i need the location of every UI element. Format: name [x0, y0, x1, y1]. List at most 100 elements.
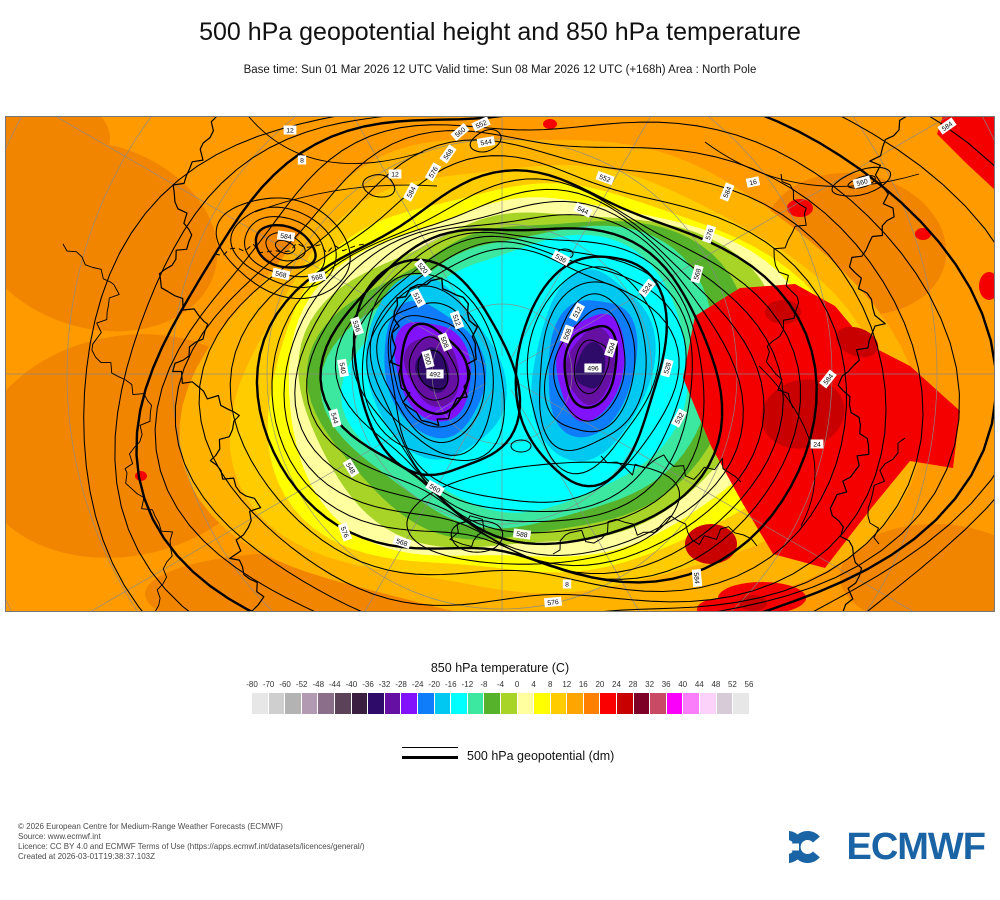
colorbar-cell [683, 693, 700, 714]
geopotential-legend-label: 500 hPa geopotential (dm) [467, 749, 615, 763]
temperature-colorbar [252, 693, 749, 714]
svg-text:512: 512 [572, 306, 584, 319]
contour-label: 512 [568, 302, 586, 322]
contour-label: 536 [551, 249, 571, 267]
contour-label: 8 [562, 579, 572, 589]
temperature-tick-label: -70 [262, 680, 275, 689]
contour-label: 568 [392, 535, 412, 549]
contour-label: 584 [276, 230, 296, 242]
temperature-tick-label: -48 [312, 680, 325, 689]
temperature-tick-label: 48 [711, 680, 721, 689]
colorbar-cell [666, 693, 683, 714]
contour-label: 576 [543, 596, 563, 608]
svg-text:576: 576 [705, 228, 715, 241]
colorbar-cell [716, 693, 733, 714]
temperature-tick-label: -44 [329, 680, 341, 689]
svg-text:560: 560 [428, 483, 442, 495]
svg-text:536: 536 [554, 253, 567, 265]
colorbar-cell [417, 693, 434, 714]
svg-text:584: 584 [280, 233, 292, 242]
colorbar-cell [733, 693, 749, 714]
temperature-tick-label: 36 [661, 680, 671, 689]
contour-label: 576 [337, 522, 353, 542]
colorbar-cell [633, 693, 650, 714]
temperature-tick-label: 28 [628, 680, 638, 689]
temperature-tick-label: 52 [727, 680, 737, 689]
colorbar-cell [434, 693, 451, 714]
temperature-tick-label: 44 [694, 680, 704, 689]
colorbar-cell [301, 693, 318, 714]
svg-text:500: 500 [422, 353, 432, 366]
contour-label: 576 [702, 224, 716, 244]
colorbar-cell [334, 693, 351, 714]
contour-label: 576 [424, 162, 442, 182]
contour-label: 12 [388, 169, 402, 179]
contour-label: 500 [421, 349, 435, 369]
svg-text:544: 544 [329, 412, 339, 425]
colorbar-cell [351, 693, 368, 714]
temperature-tick-label: -20 [428, 680, 440, 689]
colorbar-cell [700, 693, 716, 714]
contour-label: 560 [425, 479, 445, 497]
svg-text:504: 504 [607, 342, 617, 355]
svg-text:584: 584 [723, 186, 734, 199]
temperature-tick-label: 12 [562, 680, 572, 689]
svg-text:584: 584 [692, 572, 700, 584]
temperature-tick-label: 16 [578, 680, 588, 689]
weather-map-svg: 552 560 568 576 584 544 552 544 536 568 568 584 584 5… [5, 116, 995, 612]
svg-text:12: 12 [391, 172, 399, 179]
ecmwf-logo-text: ECMWF [846, 826, 986, 868]
svg-text:508: 508 [439, 336, 450, 349]
contour-labels: 552 560 568 576 584 544 552 544 536 568 568 584 584 5… [271, 116, 957, 608]
temperature-tick-label: 24 [612, 680, 621, 689]
svg-text:568: 568 [693, 268, 703, 281]
svg-text:536: 536 [351, 320, 361, 333]
contour-label: 540 [337, 358, 349, 378]
colorbar-cell [534, 693, 550, 714]
svg-text:540: 540 [337, 362, 346, 375]
contour-label: 516 [409, 288, 427, 308]
temperature-tick-label: -40 [345, 680, 358, 689]
footer: © 2026 European Centre for Medium-Range … [18, 822, 365, 862]
footer-source: Source: www.ecmwf.int [18, 832, 101, 841]
ecmwf-emblem-icon [789, 831, 821, 863]
contour-label: 560 [852, 175, 872, 189]
weather-map: 552 560 568 576 584 544 552 544 536 568 568 584 584 5… [5, 116, 995, 612]
colorbar-cell [650, 693, 666, 714]
svg-text:568: 568 [395, 538, 408, 548]
temperature-tick-label: -12 [461, 680, 474, 689]
contour-label: 568 [307, 270, 327, 284]
svg-text:508: 508 [563, 328, 574, 341]
temperature-tick-label: -32 [378, 680, 391, 689]
temperature-tick-label: 32 [645, 680, 655, 689]
contour-label: 528 [660, 358, 674, 378]
temperature-legend-title: 850 hPa temperature (C) [430, 661, 570, 675]
contour-label: 8 [297, 155, 307, 165]
temperature-tick-label: -80 [246, 680, 258, 689]
colorbar-cell [318, 693, 334, 714]
contour-label: 568 [271, 267, 291, 281]
geopotential-contours [83, 116, 995, 612]
colorbar-cell [484, 693, 500, 714]
svg-text:532: 532 [674, 412, 686, 425]
temperature-tick-label: 0 [514, 680, 520, 689]
contour-label: 24 [810, 439, 824, 449]
colorbar-cell [285, 693, 301, 714]
contour-label: 584 [691, 569, 703, 587]
contour-label: 532 [670, 408, 688, 428]
contour-label: 544 [328, 408, 342, 428]
contour-label: 508 [559, 324, 575, 344]
temperature-tick-label: -52 [295, 680, 308, 689]
svg-text:576: 576 [428, 166, 440, 180]
temperature-tick-label: 40 [678, 680, 688, 689]
footer-created: Created at 2026-03-01T19:38:37.103Z [18, 852, 155, 861]
contour-label: 552 [471, 116, 491, 132]
temperature-tick-label: -24 [411, 680, 424, 689]
svg-text:552: 552 [475, 119, 488, 130]
colorbar-cell [451, 693, 467, 714]
colorbar-cell [567, 693, 583, 714]
contour-label: 512 [449, 310, 465, 330]
svg-text:588: 588 [516, 531, 528, 540]
svg-text:576: 576 [547, 599, 559, 607]
svg-text:496: 496 [587, 366, 599, 373]
